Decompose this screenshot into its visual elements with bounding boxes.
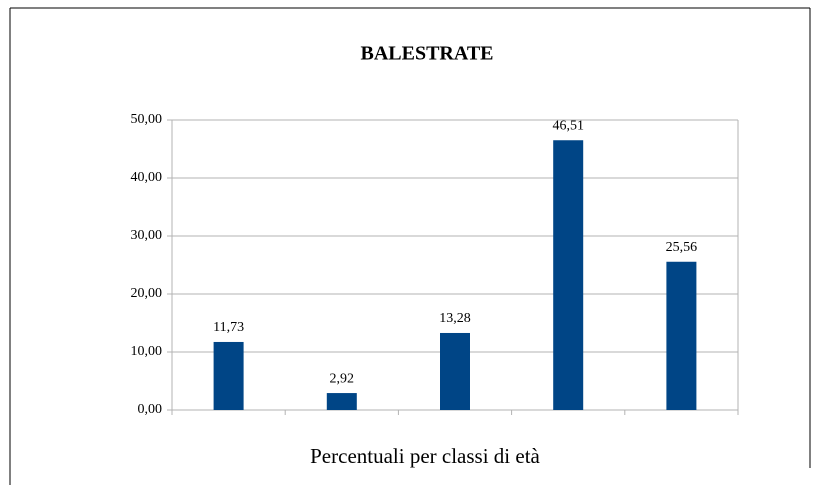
bar [326, 393, 357, 410]
x-axis-label: Percentuali per classi di età [310, 444, 540, 468]
y-tick-label: 20,00 [131, 286, 163, 301]
y-tick-label: 30,00 [131, 228, 163, 243]
bar [553, 140, 584, 410]
y-tick-label: 50,00 [131, 112, 163, 127]
bar [666, 261, 697, 410]
y-tick-label: 40,00 [131, 170, 163, 185]
data-label: 13,28 [439, 311, 471, 326]
data-label: 25,56 [666, 240, 698, 255]
y-tick-label: 0,00 [138, 402, 163, 417]
chart-title: BALESTRATE [360, 43, 493, 65]
data-label: 11,73 [213, 320, 244, 335]
y-tick-label: 10,00 [131, 344, 163, 359]
bar [213, 341, 244, 410]
bar [440, 332, 470, 410]
data-label: 46,51 [552, 118, 584, 133]
data-label: 2,92 [330, 371, 355, 386]
